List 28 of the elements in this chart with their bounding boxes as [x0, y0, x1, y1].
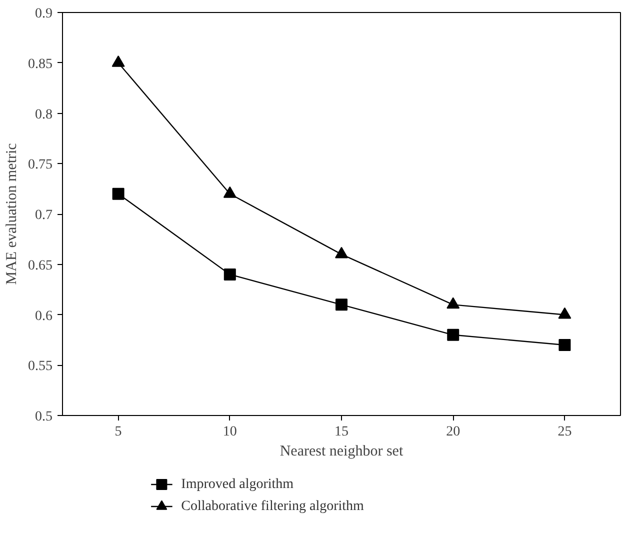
y-tick-label: 0.7 — [35, 208, 52, 223]
point — [335, 246, 348, 258]
y-axis-title: MAE evaluation metric — [4, 142, 20, 285]
legend-label: Collaborative filtering algorithm — [181, 499, 364, 514]
y-tick-label: 0.6 — [35, 308, 52, 324]
y-tick-label: 0.75 — [28, 158, 52, 173]
point — [336, 298, 348, 311]
x-tick-label: 25 — [558, 424, 572, 440]
x-tick-label: 5 — [114, 424, 122, 440]
y-tick-label: 0.85 — [28, 56, 52, 72]
point — [112, 188, 124, 200]
x-tick-label: 15 — [334, 424, 348, 440]
y-tick-label: 0.9 — [35, 6, 52, 22]
point — [558, 307, 572, 319]
x-tick-label: 10 — [222, 424, 237, 440]
y-tick-label: 0.65 — [28, 258, 52, 274]
point — [223, 186, 236, 198]
y-tick-label: 0.8 — [35, 107, 52, 122]
x-tick-label: 20 — [446, 424, 460, 440]
y-tick-label: 0.55 — [28, 359, 52, 374]
point — [224, 268, 236, 280]
x-axis-title: Nearest neighbor set — [280, 444, 404, 460]
point — [558, 338, 571, 351]
point — [112, 55, 125, 67]
point — [447, 328, 460, 341]
y-tick-label: 0.5 — [35, 410, 52, 424]
point — [446, 297, 460, 309]
legend-label: Improved algorithm — [181, 477, 294, 492]
